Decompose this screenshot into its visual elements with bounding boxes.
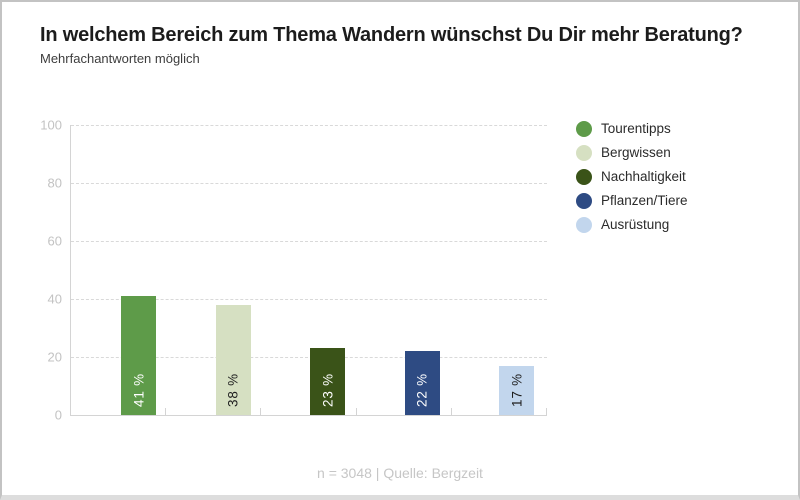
legend-item-tourentipps: Tourentipps — [576, 121, 688, 137]
legend-marker — [576, 193, 592, 209]
y-axis-tick-label: 0 — [54, 407, 62, 423]
legend-label: Tourentipps — [601, 121, 671, 136]
legend-item-ausr-stung: Ausrüstung — [576, 217, 688, 233]
x-axis-tick — [165, 408, 167, 415]
legend-label: Bergwissen — [601, 145, 671, 160]
bar-value-label: 38 % — [225, 373, 241, 407]
legend-marker — [576, 121, 592, 137]
bar-value-label: 23 % — [320, 373, 335, 407]
x-axis-tick — [546, 408, 547, 415]
legend-label: Pflanzen/Tiere — [601, 193, 688, 208]
gridline — [71, 357, 547, 358]
bar-value-label: 41 % — [131, 373, 146, 407]
gridline — [71, 125, 547, 126]
legend-label: Nachhaltigkeit — [601, 169, 686, 184]
legend-marker — [576, 145, 592, 161]
bar-value-label: 22 % — [414, 373, 430, 407]
legend-item-bergwissen: Bergwissen — [576, 145, 688, 161]
y-axis-tick-label: 60 — [47, 233, 62, 249]
legend-item-nachhaltigkeit: Nachhaltigkeit — [576, 169, 688, 185]
legend-marker — [576, 169, 592, 185]
gridline — [71, 299, 547, 300]
x-axis-tick — [260, 408, 262, 415]
legend-marker — [576, 217, 592, 233]
source-note: n = 3048 | Quelle: Bergzeit — [317, 465, 483, 481]
bar-nachhaltigkeit: 23 % — [310, 348, 345, 415]
plot-area: 0 20 40 60 80 100 41 % 38 % 23 % 22 % 17 % — [40, 119, 547, 422]
y-axis-tick-label: 100 — [40, 117, 62, 133]
bar-bergwissen: 38 % — [215, 304, 251, 415]
bar-value-label: 17 % — [509, 373, 524, 407]
chart-title: In welchem Bereich zum Thema Wandern wün… — [40, 24, 743, 46]
x-axis-tick — [450, 408, 452, 415]
legend: Tourentipps Bergwissen Nachhaltigkeit Pflan… — [576, 121, 688, 241]
y-axis-tick-label: 40 — [47, 291, 62, 307]
y-axis-tick-label: 20 — [47, 349, 62, 365]
bar-ausr-stung: 17 % — [499, 365, 534, 415]
bar-tourentipps: 41 % — [121, 296, 156, 415]
x-axis-tick — [355, 408, 357, 415]
y-axis-tick-label: 80 — [47, 175, 62, 191]
gridline — [71, 241, 547, 242]
legend-item-pflanzen-tiere: Pflanzen/Tiere — [576, 193, 688, 209]
bar-pflanzen-tiere: 22 % — [404, 351, 440, 415]
chart-subtitle: Mehrfachantworten möglich — [40, 51, 200, 66]
gridline — [71, 183, 547, 184]
legend-label: Ausrüstung — [601, 217, 670, 232]
